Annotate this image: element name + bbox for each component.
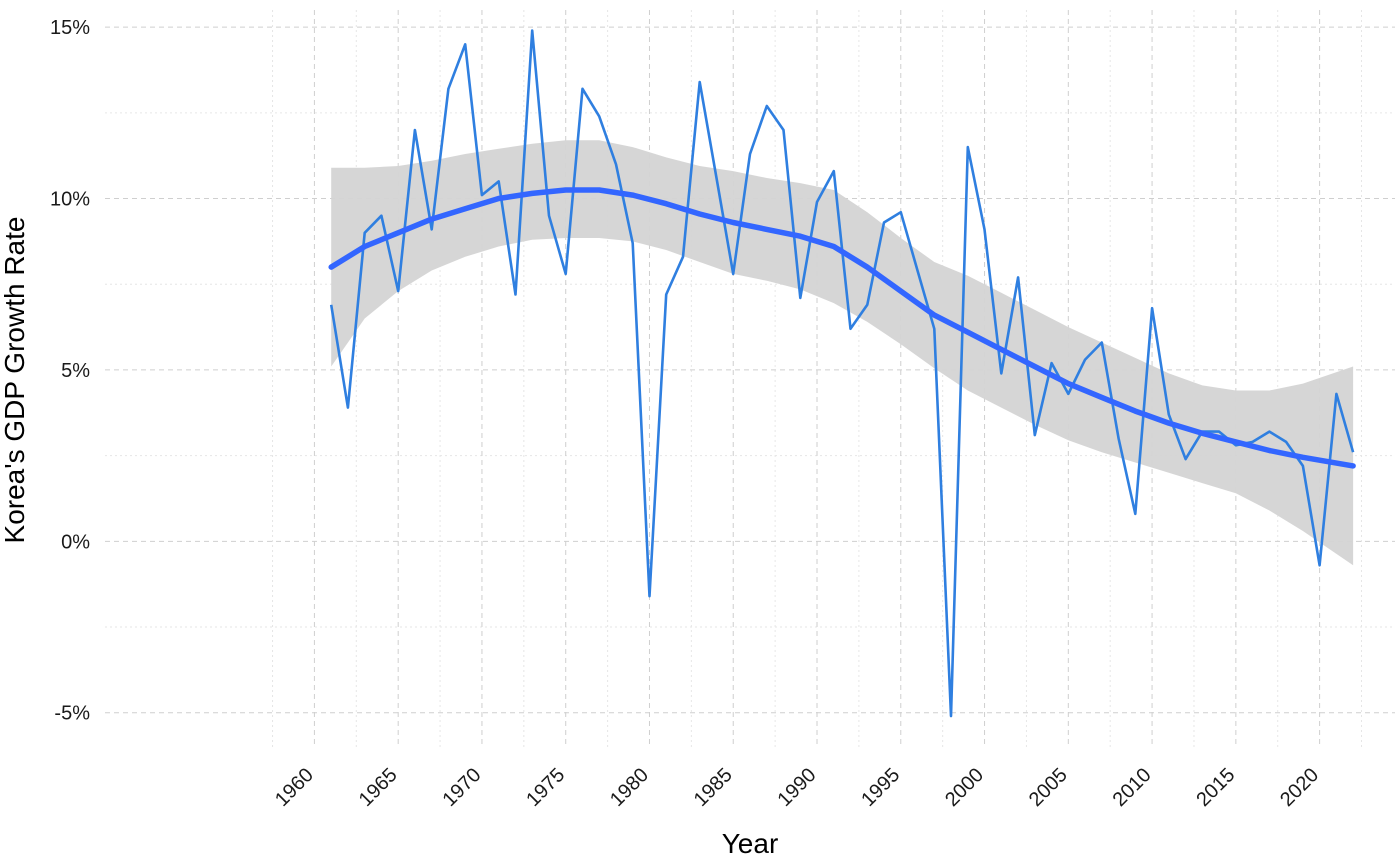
x-tick-label: 1965 bbox=[355, 764, 402, 811]
smooth-trend-line bbox=[328, 187, 1356, 469]
x-tick-label: 1960 bbox=[271, 764, 318, 811]
confidence-band bbox=[331, 140, 1354, 566]
y-tick-label: 5% bbox=[61, 360, 90, 382]
gdp-growth-line bbox=[329, 29, 1355, 718]
x-tick-label: 2000 bbox=[941, 764, 988, 811]
x-axis-tick-labels: 1960 1965 1970 1975 1980 1985 1990 1995 2000 2005… bbox=[271, 764, 1323, 811]
x-tick-label: 2010 bbox=[1109, 764, 1156, 811]
x-tick-label: 1980 bbox=[606, 764, 653, 811]
x-axis-title: Year bbox=[722, 828, 779, 859]
major-gridlines bbox=[105, 10, 1395, 747]
x-tick-label: 1990 bbox=[774, 764, 821, 811]
x-tick-label: 1985 bbox=[690, 764, 737, 811]
y-axis-title: Korea's GDP Growth Rate bbox=[0, 217, 30, 544]
gdp-line-layer bbox=[329, 29, 1355, 718]
y-tick-label: -5% bbox=[54, 703, 90, 725]
x-tick-label: 1995 bbox=[857, 764, 904, 811]
x-tick-label: 1975 bbox=[522, 764, 569, 811]
confidence-band-layer bbox=[331, 140, 1354, 566]
x-tick-label: 2005 bbox=[1025, 764, 1072, 811]
smooth-line-layer bbox=[328, 187, 1356, 469]
y-tick-label: 0% bbox=[61, 531, 90, 553]
y-tick-label: 10% bbox=[50, 189, 90, 211]
y-tick-label: 15% bbox=[50, 17, 90, 39]
y-axis-tick-labels: -5% 0% 5% 10% 15% bbox=[50, 17, 90, 725]
x-tick-label: 2020 bbox=[1276, 764, 1323, 811]
x-tick-label: 2015 bbox=[1192, 764, 1239, 811]
minor-gridlines bbox=[105, 10, 1395, 747]
x-tick-label: 1970 bbox=[438, 764, 485, 811]
